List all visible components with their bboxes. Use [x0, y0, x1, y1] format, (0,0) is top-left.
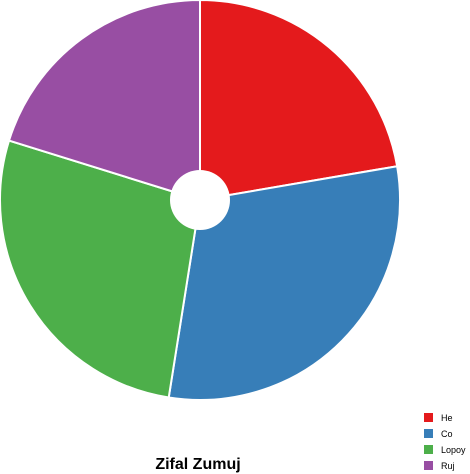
center-hole	[170, 170, 230, 230]
legend-swatch-lopoy	[424, 445, 433, 454]
legend: He Co Lopoy Ruj	[424, 413, 466, 471]
legend-label-he: He	[441, 413, 453, 423]
legend-swatch-he	[424, 413, 433, 422]
pie-slices	[0, 0, 401, 401]
pie-slice-ruj	[7, 0, 201, 202]
legend-label-ruj: Ruj	[441, 461, 455, 471]
legend-label-co: Co	[441, 429, 453, 439]
pie-slice-he	[199, 0, 399, 202]
pie-slice-lopoy	[0, 139, 202, 399]
pie-slice-co	[167, 165, 401, 401]
chart-title: Zifal Zumuj	[155, 456, 240, 473]
legend-label-lopoy: Lopoy	[441, 445, 466, 455]
legend-swatch-ruj	[424, 461, 433, 470]
legend-swatch-co	[424, 429, 433, 438]
